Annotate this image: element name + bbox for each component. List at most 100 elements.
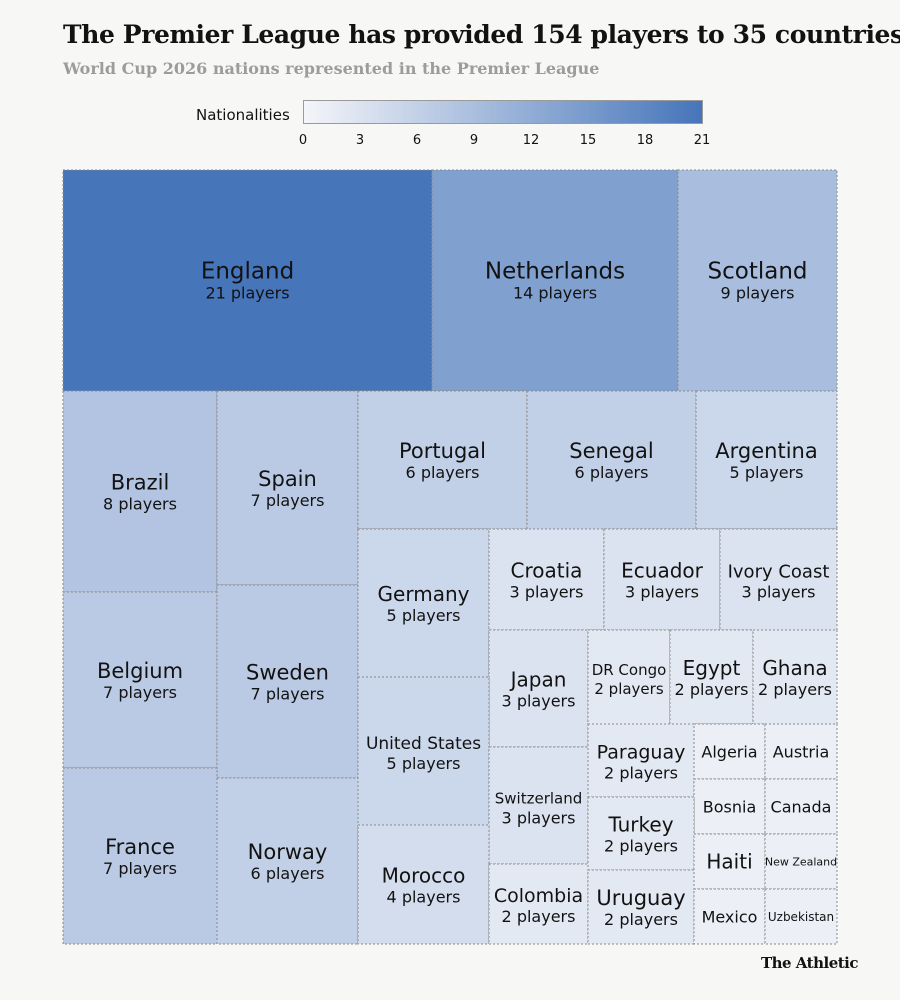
- treemap-rect: [587, 869, 695, 945]
- cell-country-name: Brazil: [111, 471, 170, 495]
- legend-tick: 3: [355, 133, 365, 148]
- cell-player-count: 2 players: [675, 680, 749, 699]
- treemap-rect: [764, 723, 838, 780]
- cell-country-name: Croatia: [511, 559, 583, 583]
- cell-country-name: Colombia: [494, 885, 583, 907]
- treemap-rect: [695, 390, 838, 530]
- chart-title: The Premier League has provided 154 play…: [63, 20, 900, 49]
- treemap-cell: Bosnia: [693, 778, 766, 835]
- cell-player-count: 7 players: [251, 685, 325, 704]
- cell-player-count: 2 players: [604, 837, 678, 856]
- cell-country-name: Austria: [773, 742, 830, 761]
- treemap-rect: [488, 629, 589, 748]
- cell-player-count: 6 players: [251, 864, 325, 883]
- treemap-rect: [216, 584, 359, 779]
- treemap-rect: [62, 169, 433, 392]
- treemap-cell: Canada: [764, 778, 838, 835]
- treemap-cell: Uzbekistan: [764, 888, 838, 945]
- cell-country-name: Uzbekistan: [768, 910, 834, 924]
- treemap-cell: Haiti: [693, 833, 766, 890]
- treemap-rect: [693, 888, 766, 945]
- legend-tick: 6: [412, 133, 422, 148]
- cell-country-name: France: [105, 835, 175, 859]
- cell-country-name: Belgium: [97, 659, 183, 683]
- treemap-rect: [764, 778, 838, 835]
- cell-country-name: Senegal: [569, 439, 654, 463]
- cell-country-name: Haiti: [706, 850, 752, 874]
- treemap-rect: [357, 824, 490, 945]
- chart-subtitle: World Cup 2026 nations represented in th…: [63, 59, 600, 78]
- treemap-rect: [677, 169, 838, 392]
- legend-tick: 18: [636, 133, 654, 148]
- treemap-rect: [431, 169, 679, 392]
- cell-player-count: 2 players: [502, 907, 576, 926]
- cell-player-count: 7 players: [103, 683, 177, 702]
- treemap-rect: [764, 833, 838, 890]
- cell-country-name: United States: [366, 734, 481, 754]
- treemap-rect: [764, 888, 838, 945]
- cell-player-count: 5 players: [730, 463, 804, 482]
- treemap-rect: [62, 767, 218, 945]
- legend-tick: 9: [469, 133, 479, 148]
- legend-tick: 15: [579, 133, 597, 148]
- cell-country-name: Turkey: [607, 813, 673, 837]
- cell-player-count: 14 players: [513, 284, 597, 303]
- cell-player-count: 3 players: [502, 692, 576, 711]
- cell-country-name: Uruguay: [596, 886, 685, 910]
- cell-player-count: 3 players: [742, 583, 816, 602]
- cell-country-name: New Zealand: [765, 855, 837, 868]
- cell-country-name: Ghana: [762, 656, 827, 680]
- cell-country-name: Argentina: [715, 439, 817, 463]
- cell-player-count: 6 players: [575, 463, 649, 482]
- treemap-cell: New Zealand: [764, 833, 838, 890]
- treemap-rect: [216, 390, 359, 586]
- cell-player-count: 9 players: [721, 284, 795, 303]
- cell-country-name: England: [201, 259, 294, 285]
- cell-country-name: Norway: [248, 840, 328, 864]
- treemap-rect: [752, 629, 838, 725]
- cell-player-count: 5 players: [387, 606, 461, 625]
- treemap-rect: [488, 528, 605, 631]
- cell-country-name: Switzerland: [495, 790, 583, 808]
- legend-tick: 12: [522, 133, 540, 148]
- treemap-rect: [587, 629, 671, 725]
- treemap-cell: Algeria: [693, 723, 766, 780]
- cell-player-count: 2 players: [604, 910, 678, 929]
- treemap-rect: [357, 528, 490, 678]
- cell-player-count: 3 players: [510, 583, 584, 602]
- cell-player-count: 4 players: [387, 888, 461, 907]
- cell-country-name: Paraguay: [597, 742, 686, 764]
- cell-country-name: Ecuador: [621, 559, 703, 583]
- cell-country-name: Egypt: [683, 656, 741, 680]
- cell-player-count: 6 players: [406, 463, 480, 482]
- treemap-rect: [62, 591, 218, 769]
- cell-country-name: Scotland: [708, 259, 808, 285]
- cell-country-name: DR Congo: [592, 661, 667, 679]
- cell-player-count: 7 players: [251, 491, 325, 510]
- treemap-rect: [357, 390, 528, 530]
- treemap-rect: [216, 777, 359, 945]
- cell-player-count: 8 players: [103, 495, 177, 514]
